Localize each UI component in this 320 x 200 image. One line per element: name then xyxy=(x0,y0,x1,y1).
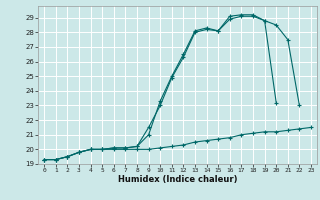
X-axis label: Humidex (Indice chaleur): Humidex (Indice chaleur) xyxy=(118,175,237,184)
